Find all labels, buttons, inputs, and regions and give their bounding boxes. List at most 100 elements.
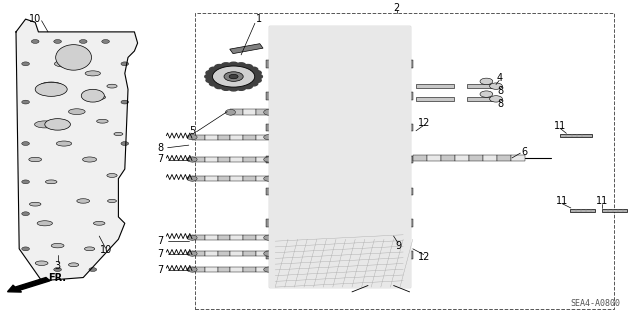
Circle shape: [304, 77, 342, 96]
Bar: [205, 157, 218, 162]
Circle shape: [206, 78, 215, 83]
Ellipse shape: [85, 71, 100, 76]
Ellipse shape: [68, 109, 85, 115]
Bar: [195, 13, 614, 309]
Bar: [266, 188, 272, 195]
Bar: [406, 124, 413, 131]
Ellipse shape: [93, 95, 106, 100]
Bar: [256, 157, 269, 162]
Text: 9: 9: [395, 241, 401, 251]
Polygon shape: [16, 19, 138, 281]
Circle shape: [237, 86, 246, 90]
Bar: [230, 176, 243, 181]
Circle shape: [22, 247, 29, 251]
Ellipse shape: [271, 262, 279, 267]
Bar: [483, 155, 497, 161]
Ellipse shape: [84, 247, 95, 251]
Ellipse shape: [187, 135, 197, 140]
Bar: [218, 176, 230, 181]
Circle shape: [121, 142, 129, 145]
Bar: [560, 134, 592, 137]
Ellipse shape: [271, 157, 279, 162]
Bar: [230, 235, 243, 240]
Circle shape: [243, 64, 252, 69]
Circle shape: [22, 180, 29, 184]
Text: 10: 10: [29, 14, 42, 24]
Bar: [243, 251, 256, 256]
Bar: [192, 135, 205, 140]
Bar: [413, 155, 427, 161]
Ellipse shape: [264, 135, 274, 140]
Bar: [282, 120, 397, 128]
Ellipse shape: [271, 131, 279, 137]
Text: 7: 7: [157, 236, 163, 246]
Bar: [266, 60, 272, 68]
Ellipse shape: [399, 109, 407, 114]
Bar: [243, 135, 256, 140]
Bar: [266, 219, 272, 227]
Text: 3: 3: [54, 261, 61, 271]
Circle shape: [89, 268, 97, 271]
Bar: [266, 124, 272, 131]
Text: 8: 8: [497, 99, 504, 109]
Circle shape: [252, 70, 261, 75]
Text: 6: 6: [522, 146, 528, 157]
Ellipse shape: [81, 89, 104, 102]
Circle shape: [209, 67, 218, 72]
Text: 7: 7: [157, 154, 163, 165]
Bar: [218, 157, 230, 162]
Text: 4: 4: [496, 73, 502, 83]
Bar: [406, 188, 413, 195]
Ellipse shape: [37, 221, 52, 226]
Circle shape: [237, 63, 246, 67]
Circle shape: [229, 62, 238, 67]
Bar: [205, 176, 218, 181]
Circle shape: [253, 74, 262, 79]
Ellipse shape: [56, 141, 72, 146]
Ellipse shape: [399, 157, 407, 162]
Bar: [282, 164, 397, 172]
Ellipse shape: [225, 109, 236, 115]
Ellipse shape: [271, 198, 279, 204]
Circle shape: [318, 139, 341, 151]
Ellipse shape: [264, 251, 274, 256]
Bar: [230, 157, 243, 162]
Ellipse shape: [35, 261, 48, 265]
Circle shape: [121, 62, 129, 66]
Bar: [243, 109, 256, 115]
Ellipse shape: [264, 176, 274, 181]
Bar: [427, 155, 441, 161]
Text: 8: 8: [157, 143, 163, 153]
Bar: [406, 92, 413, 100]
Ellipse shape: [40, 82, 63, 90]
Ellipse shape: [264, 235, 274, 240]
Circle shape: [205, 74, 214, 79]
Bar: [205, 135, 218, 140]
Circle shape: [221, 63, 230, 67]
Ellipse shape: [51, 243, 64, 248]
Ellipse shape: [399, 198, 407, 204]
Ellipse shape: [399, 262, 407, 267]
Text: FR.: FR.: [49, 272, 67, 283]
Bar: [406, 251, 413, 259]
Text: 11: 11: [556, 196, 568, 206]
Ellipse shape: [399, 131, 407, 137]
Ellipse shape: [114, 132, 123, 136]
Text: 12: 12: [417, 252, 430, 262]
Bar: [230, 267, 243, 272]
Bar: [406, 60, 413, 68]
Text: 8: 8: [497, 86, 504, 96]
Bar: [230, 251, 243, 256]
Circle shape: [31, 40, 39, 43]
Ellipse shape: [35, 121, 55, 128]
Bar: [256, 135, 269, 140]
Bar: [467, 84, 493, 88]
Bar: [441, 155, 455, 161]
Circle shape: [243, 84, 252, 89]
Text: 5: 5: [189, 126, 195, 136]
Circle shape: [221, 86, 230, 90]
Circle shape: [22, 142, 29, 145]
Ellipse shape: [264, 109, 274, 115]
Bar: [218, 135, 230, 140]
Ellipse shape: [83, 157, 97, 162]
